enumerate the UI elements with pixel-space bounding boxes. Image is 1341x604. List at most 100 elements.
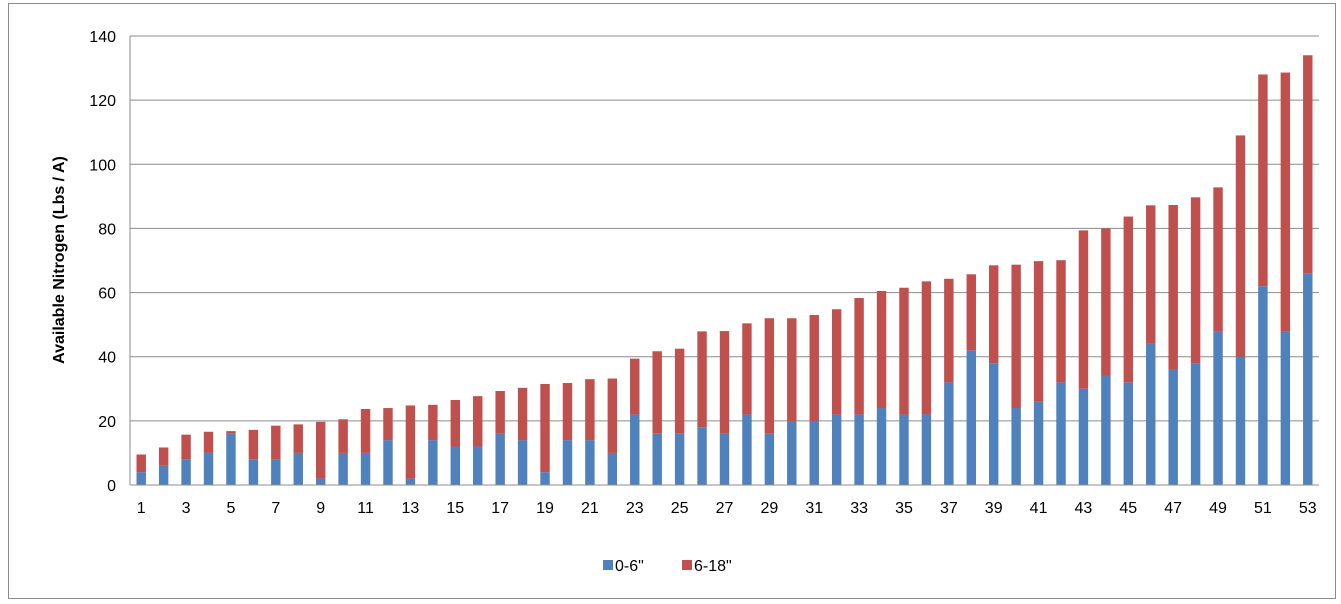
bar-0-6-46	[1146, 343, 1156, 485]
bar-6-18-4	[203, 431, 214, 453]
bar-6-18-18	[517, 387, 528, 441]
y-tick-label: 80	[98, 221, 116, 238]
y-tick-label: 60	[98, 286, 116, 303]
bar-0-6-49	[1213, 331, 1223, 485]
bar-6-18-22	[607, 378, 618, 453]
bar-0-6-25	[674, 433, 685, 485]
bar-6-18-51	[1258, 74, 1268, 287]
bar-6-18-50	[1235, 135, 1246, 357]
bar-0-6-45	[1123, 382, 1134, 485]
y-axis-ticks: 0 20 40 60 80 100 120 140	[89, 29, 116, 495]
bar-0-6-39	[988, 363, 999, 485]
bar-6-18-52	[1280, 72, 1291, 332]
bar-6-18-24	[652, 351, 662, 434]
y-tick-label: 0	[107, 478, 116, 495]
bar-0-6-5	[226, 433, 236, 485]
bar-6-18-15	[450, 400, 461, 447]
x-tick-label: 15	[446, 500, 464, 517]
x-tick-label: 29	[760, 500, 778, 517]
x-tick-label: 25	[671, 500, 689, 517]
bar-6-18-12	[383, 408, 393, 441]
bar-0-6-27	[719, 433, 730, 485]
bar-0-6-14	[428, 440, 438, 485]
bar-0-6-8	[293, 452, 303, 485]
bar-6-18-36	[921, 281, 932, 415]
bar-6-18-19	[540, 383, 550, 473]
bar-0-6-29	[764, 433, 775, 485]
bar-0-6-11	[360, 452, 371, 485]
bar-6-18-37	[944, 278, 954, 383]
bar-6-18-42	[1056, 260, 1066, 383]
bar-0-6-18	[517, 440, 528, 485]
x-tick-label: 41	[1030, 500, 1048, 517]
x-tick-label: 45	[1119, 500, 1137, 517]
bar-6-18-28	[742, 323, 752, 415]
bar-0-6-34	[876, 408, 887, 485]
bar-0-6-36	[921, 414, 932, 485]
legend-label-6-18: 6-18"	[694, 558, 732, 575]
x-tick-label: 7	[271, 500, 280, 517]
x-tick-label: 33	[850, 500, 868, 517]
bar-6-18-3	[181, 434, 191, 460]
bar-6-18-13	[405, 405, 416, 479]
bar-0-6-16	[473, 446, 483, 485]
bar-6-18-9	[315, 421, 326, 479]
bar-6-18-21	[585, 379, 595, 441]
bar-0-6-13	[405, 478, 416, 485]
bar-6-18-11	[360, 408, 371, 453]
bar-0-6-43	[1078, 388, 1089, 485]
bar-6-18-49	[1213, 187, 1223, 332]
bar-0-6-48	[1190, 363, 1201, 485]
x-tick-label: 39	[985, 500, 1003, 517]
x-tick-label: 21	[581, 500, 599, 517]
bar-6-18-20	[562, 383, 573, 441]
bar-6-18-29	[764, 318, 775, 434]
bar-6-18-32	[831, 309, 842, 415]
bar-0-6-24	[652, 433, 662, 485]
bars	[136, 55, 1313, 485]
legend-swatch-0-6	[603, 560, 613, 570]
bar-0-6-28	[742, 414, 752, 485]
bar-6-18-8	[293, 424, 303, 453]
bar-0-6-50	[1235, 356, 1246, 485]
bar-0-6-15	[450, 446, 461, 485]
x-tick-label: 5	[226, 500, 235, 517]
bar-6-18-46	[1146, 205, 1156, 344]
bar-0-6-19	[540, 472, 550, 485]
bar-0-6-53	[1303, 273, 1313, 485]
chart-frame	[8, 3, 1336, 599]
bar-0-6-33	[854, 414, 864, 485]
bar-6-18-23	[630, 358, 640, 415]
legend: 0-6" 6-18"	[603, 558, 732, 575]
bar-6-18-33	[854, 298, 864, 415]
bar-6-18-26	[697, 331, 707, 428]
x-tick-label: 51	[1254, 500, 1272, 517]
bar-6-18-2	[158, 447, 169, 466]
legend-label-0-6: 0-6"	[615, 558, 644, 575]
bar-6-18-27	[719, 331, 730, 434]
bar-0-6-3	[181, 459, 191, 485]
bar-6-18-34	[876, 290, 887, 409]
x-tick-label: 31	[805, 500, 823, 517]
bar-6-18-39	[988, 265, 999, 364]
x-tick-label: 1	[137, 500, 146, 517]
y-tick-label: 20	[98, 414, 116, 431]
x-tick-label: 13	[402, 500, 420, 517]
x-tick-label: 35	[895, 500, 913, 517]
bar-0-6-22	[607, 452, 618, 485]
bar-0-6-31	[809, 420, 819, 485]
bar-0-6-35	[899, 414, 909, 485]
bar-6-18-47	[1168, 205, 1178, 370]
bar-0-6-40	[1011, 408, 1021, 485]
bar-0-6-51	[1258, 286, 1268, 485]
y-tick-label: 40	[98, 350, 116, 367]
bar-0-6-10	[338, 452, 348, 485]
bar-6-18-10	[338, 419, 348, 453]
y-axis-label: Available Nitrogen (Lbs / A)	[51, 156, 68, 364]
bar-6-18-17	[495, 391, 505, 434]
bar-6-18-1	[136, 454, 146, 473]
bar-0-6-38	[966, 350, 976, 485]
bar-0-6-26	[697, 427, 707, 485]
x-axis-ticks: 1 3 5 7 9 11 13 15 17 19 21 23 25 27 29 31 33 35 37 39 41 43 4…	[137, 500, 1317, 517]
x-tick-label: 43	[1075, 500, 1093, 517]
